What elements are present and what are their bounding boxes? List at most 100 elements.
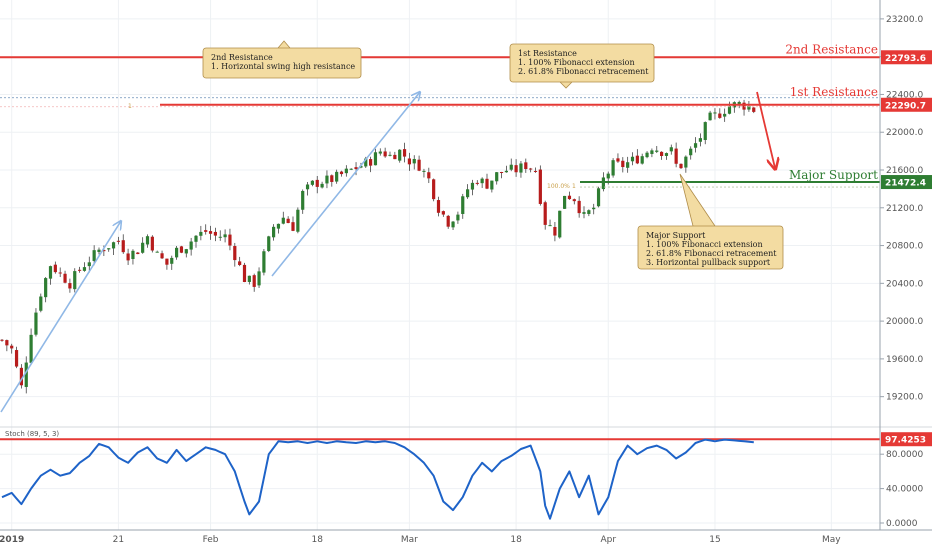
candle-up bbox=[727, 106, 732, 114]
candle-down bbox=[339, 171, 344, 175]
candle-up bbox=[34, 312, 38, 335]
time-tick-label: Apr bbox=[600, 535, 616, 545]
candle-up bbox=[596, 188, 601, 207]
candle-up bbox=[267, 236, 271, 251]
candle-up bbox=[175, 247, 179, 258]
callout-line: 3. Horizontal pullback support bbox=[646, 258, 771, 267]
candle-down bbox=[126, 253, 130, 261]
candle-down bbox=[208, 231, 213, 234]
time-tick-label: 15 bbox=[709, 535, 720, 545]
candle-down bbox=[533, 170, 538, 172]
candle-up bbox=[170, 257, 174, 264]
candle-down bbox=[752, 107, 756, 112]
candle-up bbox=[626, 162, 630, 168]
first-resistance-price-tag-bg bbox=[881, 97, 932, 112]
second-resistance-price-tag-bg bbox=[881, 50, 932, 65]
candle-up bbox=[325, 175, 329, 184]
candle-down bbox=[238, 261, 242, 266]
candle-up bbox=[461, 196, 465, 214]
callout-pointer bbox=[679, 173, 716, 227]
candle-down bbox=[417, 159, 421, 171]
candle-up bbox=[606, 173, 610, 179]
candle-down bbox=[402, 149, 407, 157]
candle-up bbox=[504, 170, 508, 173]
candle-up bbox=[373, 152, 378, 166]
candle-up bbox=[693, 143, 698, 148]
candle-up bbox=[24, 362, 28, 387]
callout-line: 2nd Resistance bbox=[211, 53, 273, 62]
callout-line: 1. Horizontal swing high resistance bbox=[211, 62, 355, 71]
candle-up bbox=[155, 251, 159, 253]
candle-down bbox=[543, 202, 547, 225]
candle-up bbox=[640, 156, 644, 164]
callout-line: 2. 61.8% Fibonacci retracement bbox=[518, 67, 649, 76]
candle-down bbox=[538, 169, 542, 204]
candle-down bbox=[291, 222, 295, 231]
time-tick-label: Feb bbox=[203, 535, 219, 545]
candle-up bbox=[82, 267, 87, 271]
candle-up bbox=[664, 153, 669, 156]
candle-down bbox=[383, 151, 387, 157]
callout-pointer bbox=[559, 81, 573, 89]
trend-arrow-up bbox=[0, 221, 121, 413]
candle-up bbox=[388, 154, 392, 156]
candle-down bbox=[68, 283, 72, 289]
stoch-level-tag-bg bbox=[881, 432, 932, 447]
candle-down bbox=[58, 272, 62, 274]
stoch-tick-label: 80.0000 bbox=[886, 450, 923, 460]
candle-up bbox=[247, 275, 251, 282]
candle-down bbox=[427, 172, 431, 179]
candle-up bbox=[412, 158, 416, 164]
candle-up bbox=[335, 171, 339, 182]
candle-up bbox=[548, 225, 552, 227]
candle-up bbox=[684, 156, 688, 168]
candle-down bbox=[10, 345, 14, 349]
candle-down bbox=[102, 250, 106, 252]
candle-up bbox=[495, 172, 499, 182]
candle-up bbox=[708, 112, 712, 121]
callout-line: 2. 61.8% Fibonacci retracement bbox=[646, 249, 777, 258]
price-tick-label: 23200.0 bbox=[886, 15, 923, 25]
callout-box bbox=[637, 225, 784, 270]
candle-up bbox=[451, 221, 455, 228]
candle-down bbox=[242, 264, 247, 283]
candle-down bbox=[136, 252, 140, 255]
candle-down bbox=[553, 226, 557, 236]
candle-up bbox=[378, 151, 382, 154]
major-support-price-tag: 21472.4 bbox=[885, 179, 926, 189]
candle-down bbox=[354, 167, 358, 170]
candle-up bbox=[184, 249, 188, 254]
candle-up bbox=[582, 212, 586, 214]
trend-arrow-up bbox=[271, 92, 420, 277]
candle-down bbox=[577, 200, 581, 214]
candle-up bbox=[189, 241, 193, 250]
candle-down bbox=[160, 253, 164, 259]
second-resistance-label: 2nd Resistance bbox=[785, 42, 878, 56]
time-tick-label: May bbox=[822, 535, 841, 545]
candle-up bbox=[344, 168, 348, 174]
candle-up bbox=[466, 189, 470, 198]
time-tick-label: 21 bbox=[113, 535, 124, 545]
callout-pointer bbox=[277, 40, 291, 49]
stoch-indicator-label: Stoch (89, 5, 3) bbox=[5, 430, 59, 438]
candle-up bbox=[490, 180, 494, 190]
stoch-tick-label: 40.0000 bbox=[886, 485, 923, 495]
candle-down bbox=[165, 258, 169, 265]
candle-down bbox=[116, 240, 120, 242]
candle-up bbox=[281, 217, 285, 224]
candle-down bbox=[635, 155, 639, 164]
candle-down bbox=[14, 350, 19, 367]
callout-line: 1st Resistance bbox=[518, 49, 577, 58]
candle-up bbox=[601, 177, 605, 190]
candle-down bbox=[475, 182, 479, 184]
candle-up bbox=[218, 236, 222, 238]
candle-down bbox=[446, 215, 450, 227]
candle-up bbox=[48, 266, 53, 279]
candle-up bbox=[630, 156, 635, 162]
candle-up bbox=[422, 170, 426, 172]
candle-down bbox=[369, 159, 373, 166]
candle-up bbox=[723, 113, 727, 117]
candle-down bbox=[524, 162, 528, 170]
